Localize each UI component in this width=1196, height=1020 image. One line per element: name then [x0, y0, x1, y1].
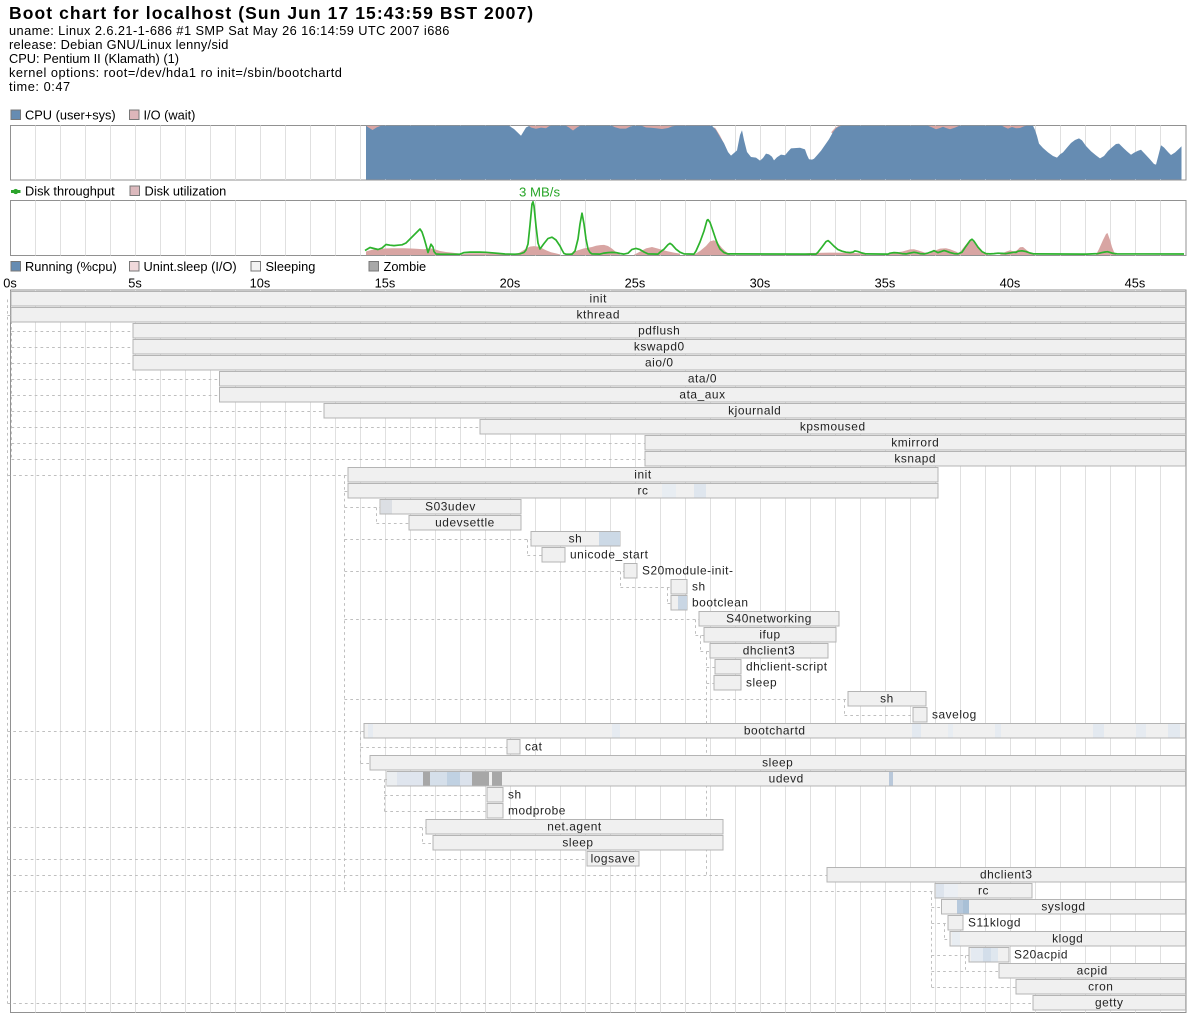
svg-text:CPU (user+sys): CPU (user+sys): [25, 108, 116, 123]
svg-text:kjournald: kjournald: [728, 404, 781, 418]
svg-text:sleep: sleep: [746, 676, 777, 690]
svg-text:sleep: sleep: [762, 756, 793, 770]
svg-text:sh: sh: [880, 692, 894, 706]
svg-text:sh: sh: [569, 532, 583, 546]
svg-text:S40networking: S40networking: [726, 612, 812, 626]
svg-text:Disk throughput: Disk throughput: [25, 184, 115, 199]
svg-text:bootclean: bootclean: [692, 596, 749, 610]
svg-text:ata_aux: ata_aux: [679, 388, 725, 402]
svg-text:Zombie: Zombie: [384, 259, 427, 274]
svg-text:40s: 40s: [1000, 276, 1021, 291]
svg-text:ksnapd: ksnapd: [894, 452, 936, 466]
svg-text:45s: 45s: [1125, 276, 1146, 291]
svg-text:S20module-init-: S20module-init-: [642, 564, 734, 578]
svg-text:release: Debian GNU/Linux lenn: release: Debian GNU/Linux lenny/sid: [9, 37, 229, 52]
svg-text:Sleeping: Sleeping: [266, 259, 316, 274]
svg-text:cat: cat: [525, 740, 543, 754]
svg-text:getty: getty: [1095, 996, 1124, 1010]
svg-text:kpsmoused: kpsmoused: [800, 420, 866, 434]
svg-text:3 MB/s: 3 MB/s: [519, 185, 560, 200]
svg-text:30s: 30s: [750, 276, 771, 291]
svg-text:15s: 15s: [375, 276, 396, 291]
svg-text:dhclient3: dhclient3: [743, 644, 796, 658]
svg-text:S11klogd: S11klogd: [968, 916, 1021, 930]
svg-text:pdflush: pdflush: [638, 324, 680, 338]
svg-text:udevd: udevd: [769, 772, 804, 786]
svg-text:kmirrord: kmirrord: [891, 436, 939, 450]
svg-text:bootchartd: bootchartd: [744, 724, 806, 738]
svg-text:klogd: klogd: [1052, 932, 1083, 946]
svg-text:aio/0: aio/0: [645, 356, 674, 370]
svg-text:syslogd: syslogd: [1041, 900, 1085, 914]
svg-text:10s: 10s: [250, 276, 271, 291]
svg-text:net.agent: net.agent: [547, 820, 602, 834]
svg-text:udevsettle: udevsettle: [435, 516, 495, 530]
svg-text:0s: 0s: [3, 276, 17, 291]
svg-text:ata/0: ata/0: [688, 372, 717, 386]
svg-text:logsave: logsave: [591, 852, 636, 866]
svg-text:acpid: acpid: [1077, 964, 1108, 978]
svg-text:Boot chart for localhost (Sun: Boot chart for localhost (Sun Jun 17 15:…: [9, 3, 534, 23]
svg-text:20s: 20s: [500, 276, 521, 291]
svg-text:dhclient-script: dhclient-script: [746, 660, 828, 674]
svg-text:kswapd0: kswapd0: [634, 340, 685, 354]
svg-text:sh: sh: [508, 788, 522, 802]
svg-text:uname: Linux 2.6.21-1-686 #1 S: uname: Linux 2.6.21-1-686 #1 SMP Sat May…: [9, 23, 450, 38]
svg-text:init: init: [634, 468, 652, 482]
svg-text:savelog: savelog: [932, 708, 977, 722]
svg-text:S20acpid: S20acpid: [1014, 948, 1068, 962]
svg-text:modprobe: modprobe: [508, 804, 566, 818]
svg-text:CPU: Pentium II (Klamath) (1): CPU: Pentium II (Klamath) (1): [9, 51, 179, 66]
svg-text:Disk utilization: Disk utilization: [145, 184, 227, 199]
svg-text:unicode_start: unicode_start: [570, 548, 649, 562]
svg-text:Running (%cpu): Running (%cpu): [25, 259, 117, 274]
svg-text:25s: 25s: [625, 276, 646, 291]
svg-text:rc: rc: [978, 884, 989, 898]
svg-text:5s: 5s: [128, 276, 142, 291]
svg-text:kthread: kthread: [576, 308, 620, 322]
svg-text:I/O (wait): I/O (wait): [144, 108, 196, 123]
svg-text:dhclient3: dhclient3: [980, 868, 1033, 882]
svg-text:rc: rc: [637, 484, 648, 498]
svg-text:35s: 35s: [875, 276, 896, 291]
svg-text:init: init: [590, 292, 608, 306]
svg-text:sleep: sleep: [562, 836, 593, 850]
svg-text:cron: cron: [1088, 980, 1113, 994]
svg-text:sh: sh: [692, 580, 706, 594]
svg-text:ifup: ifup: [759, 628, 780, 642]
svg-text:Unint.sleep (I/O): Unint.sleep (I/O): [144, 259, 237, 274]
svg-text:time: 0:47: time: 0:47: [9, 79, 71, 94]
svg-text:S03udev: S03udev: [425, 500, 476, 514]
svg-text:kernel options: root=/dev/hda1: kernel options: root=/dev/hda1 ro init=/…: [9, 65, 342, 80]
